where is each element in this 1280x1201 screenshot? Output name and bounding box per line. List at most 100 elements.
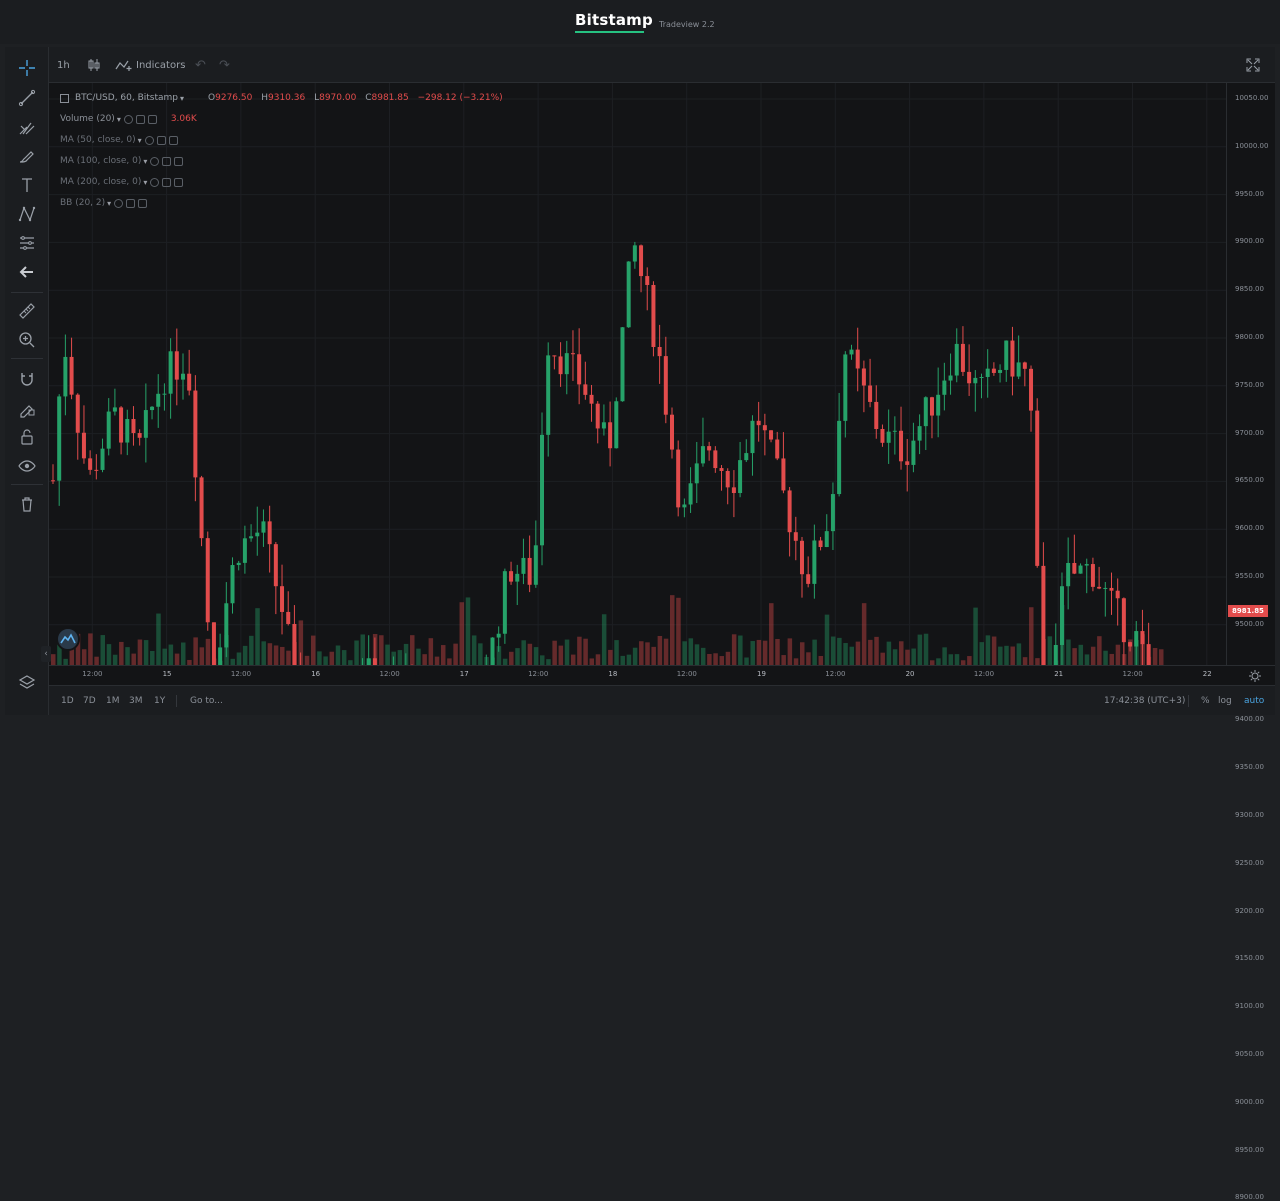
lock-drawing-icon[interactable] bbox=[5, 395, 49, 421]
range-3m[interactable]: 3M bbox=[129, 696, 143, 706]
indicators-button[interactable]: Indicators bbox=[115, 47, 185, 83]
chevron-down-icon[interactable]: ▾ bbox=[107, 198, 112, 208]
candle-type-icon[interactable] bbox=[86, 47, 102, 83]
pattern-icon[interactable] bbox=[5, 201, 49, 227]
eye-icon[interactable] bbox=[150, 156, 160, 166]
volume-bar bbox=[360, 634, 365, 665]
volume-bar bbox=[905, 649, 910, 665]
candle-body bbox=[496, 633, 501, 638]
volume-bar bbox=[366, 658, 372, 665]
volume-bar bbox=[119, 641, 124, 665]
candle-body bbox=[979, 376, 984, 378]
price-tick-label: 10000.00 bbox=[1235, 141, 1269, 150]
chevron-down-icon[interactable]: ▾ bbox=[116, 114, 121, 124]
crosshair-icon[interactable] bbox=[5, 55, 49, 81]
brand-logo[interactable]: Bitstamp bbox=[575, 11, 653, 29]
candle-body bbox=[973, 377, 978, 384]
ma50-legend[interactable]: MA (50, close, 0) ▾ bbox=[60, 133, 178, 147]
volume-bar bbox=[806, 652, 811, 665]
undo-icon[interactable]: ↶ bbox=[195, 57, 206, 73]
percent-scale-toggle[interactable]: % bbox=[1201, 696, 1210, 706]
range-7d[interactable]: 7D bbox=[83, 696, 96, 706]
candle-body bbox=[744, 453, 749, 461]
collapse-panel-icon[interactable]: ‹ bbox=[41, 646, 51, 662]
volume-bar bbox=[292, 642, 297, 665]
volume-bar bbox=[849, 646, 855, 665]
log-scale-toggle[interactable]: log bbox=[1218, 696, 1232, 706]
volume-bar bbox=[236, 652, 242, 665]
ruler-icon[interactable] bbox=[5, 298, 49, 324]
zoom-in-icon[interactable] bbox=[5, 327, 49, 353]
chevron-down-icon[interactable]: ▾ bbox=[143, 177, 148, 187]
eye-icon[interactable] bbox=[144, 135, 154, 145]
close-icon[interactable] bbox=[174, 177, 184, 187]
candle-body bbox=[620, 327, 625, 402]
trend-line-icon[interactable] bbox=[5, 85, 49, 111]
bb-legend[interactable]: BB (20, 2) ▾ bbox=[60, 196, 148, 210]
settings-icon[interactable] bbox=[135, 114, 145, 124]
chevron-down-icon[interactable]: ▾ bbox=[180, 93, 185, 103]
range-1m[interactable]: 1M bbox=[106, 696, 120, 706]
volume-legend[interactable]: Volume (20) ▾ 3.06K bbox=[60, 114, 197, 124]
volume-bar bbox=[1103, 650, 1108, 665]
ma200-legend[interactable]: MA (200, close, 0) ▾ bbox=[60, 175, 184, 189]
candle-body bbox=[1041, 565, 1046, 665]
eye-icon[interactable] bbox=[123, 114, 133, 124]
collapse-legend-icon[interactable] bbox=[60, 93, 69, 103]
volume-bar bbox=[273, 645, 279, 665]
volume-bar bbox=[861, 603, 867, 665]
range-1y[interactable]: 1Y bbox=[154, 696, 166, 706]
price-tick-label: 9350.00 bbox=[1235, 763, 1264, 772]
close-icon[interactable] bbox=[138, 198, 148, 208]
auto-scale-toggle[interactable]: auto bbox=[1244, 696, 1265, 706]
price-axis[interactable]: 10050.00 10000.00 9950.00 9900.00 9850.00 980… bbox=[1226, 83, 1275, 1201]
interval-selector[interactable]: 1h bbox=[57, 59, 70, 71]
ma100-legend[interactable]: MA (100, close, 0) ▾ bbox=[60, 154, 184, 168]
trash-icon[interactable] bbox=[5, 491, 49, 517]
close-icon[interactable] bbox=[168, 135, 178, 145]
goto-date-button[interactable]: Go to... bbox=[190, 696, 223, 706]
candle-body bbox=[558, 356, 563, 375]
back-arrow-icon[interactable] bbox=[5, 259, 49, 285]
candle-body bbox=[967, 371, 972, 384]
last-price-tag: 8981.85 bbox=[1228, 605, 1268, 617]
chevron-down-icon[interactable]: ▾ bbox=[137, 135, 142, 145]
eye-icon[interactable] bbox=[114, 198, 124, 208]
volume-bar bbox=[793, 658, 799, 665]
brand-underline bbox=[575, 31, 644, 33]
volume-bar bbox=[1140, 634, 1145, 665]
chart-canvas[interactable] bbox=[49, 83, 1226, 665]
settings-icon[interactable] bbox=[162, 177, 172, 187]
time-axis[interactable]: 12:00 15 12:00 16 12:00 17 12:00 18 12:00 19 12:00… bbox=[49, 665, 1275, 684]
price-chart[interactable] bbox=[49, 83, 1226, 665]
eye-icon[interactable] bbox=[5, 453, 49, 479]
brush-icon[interactable] bbox=[5, 143, 49, 169]
symbol-label[interactable]: BTC/USD, 60, Bitstamp bbox=[75, 93, 179, 103]
settings-icon[interactable] bbox=[156, 135, 166, 145]
axis-settings-icon[interactable] bbox=[1244, 666, 1266, 685]
volume-bar bbox=[1078, 644, 1084, 665]
layers-icon[interactable] bbox=[5, 670, 49, 696]
fullscreen-icon[interactable] bbox=[1245, 47, 1261, 83]
redo-icon[interactable]: ↷ bbox=[219, 57, 230, 73]
volume-bar bbox=[57, 644, 62, 665]
magnet-icon[interactable] bbox=[5, 366, 49, 392]
unlock-icon[interactable] bbox=[5, 424, 49, 450]
eye-icon[interactable] bbox=[150, 177, 160, 187]
close-icon[interactable] bbox=[174, 156, 184, 166]
price-tick-label: 9550.00 bbox=[1235, 572, 1264, 580]
volume-bar bbox=[954, 654, 960, 665]
text-tool-icon[interactable] bbox=[5, 172, 49, 198]
toolbar-divider bbox=[11, 484, 43, 485]
candle-body bbox=[180, 373, 185, 380]
volume-bar bbox=[552, 640, 557, 665]
top-header: Bitstamp Tradeview 2.2 bbox=[0, 0, 1280, 44]
fib-retracement-icon[interactable] bbox=[5, 230, 49, 256]
tradeview-logo[interactable] bbox=[56, 627, 80, 651]
pitchfork-icon[interactable] bbox=[5, 114, 49, 140]
settings-icon[interactable] bbox=[126, 198, 136, 208]
settings-icon[interactable] bbox=[162, 156, 172, 166]
range-1d[interactable]: 1D bbox=[61, 696, 74, 706]
close-icon[interactable] bbox=[147, 114, 157, 124]
chevron-down-icon[interactable]: ▾ bbox=[143, 156, 148, 166]
